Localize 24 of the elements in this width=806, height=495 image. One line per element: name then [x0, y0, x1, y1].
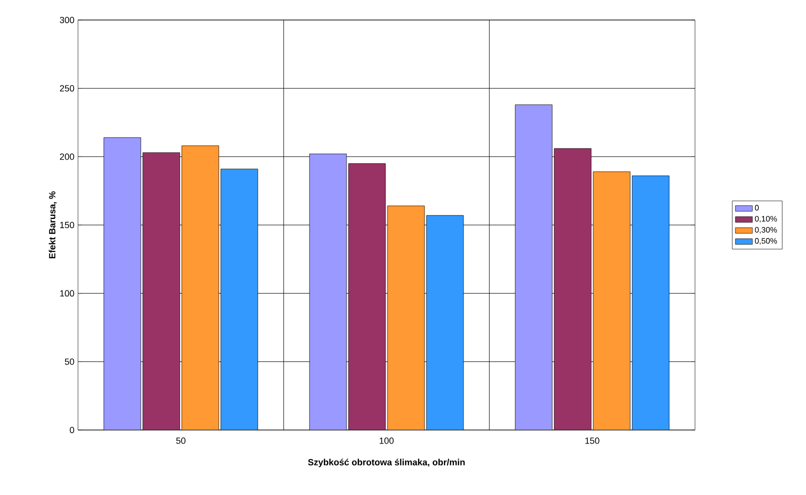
bar: [632, 176, 670, 430]
y-tick-label: 50: [64, 358, 74, 365]
y-tick-label: 250: [60, 85, 74, 92]
bar: [220, 168, 258, 430]
x-tick-label: 150: [585, 438, 600, 444]
bar: [348, 163, 386, 430]
x-tick-label: 100: [380, 438, 394, 444]
bar: [592, 172, 630, 430]
bar: [182, 146, 220, 430]
y-tick-label: 100: [60, 290, 74, 297]
bar: [104, 137, 142, 430]
y-tick-label: 150: [60, 222, 74, 228]
bar: [142, 152, 180, 430]
y-tick-label: 0: [70, 426, 74, 434]
bar: [426, 215, 464, 430]
y-tick-label: 200: [60, 153, 74, 160]
x-axis-title: Szybkość obrotowa ślimaka, obr/min: [308, 458, 465, 468]
y-axis-title: Efekt Barusa, %: [48, 191, 57, 258]
y-tick-label: 300: [60, 16, 74, 24]
bar: [554, 148, 592, 430]
x-tick-label: 50: [176, 438, 186, 444]
bar: [387, 206, 425, 430]
bar: [514, 104, 552, 430]
bar: [309, 154, 347, 430]
